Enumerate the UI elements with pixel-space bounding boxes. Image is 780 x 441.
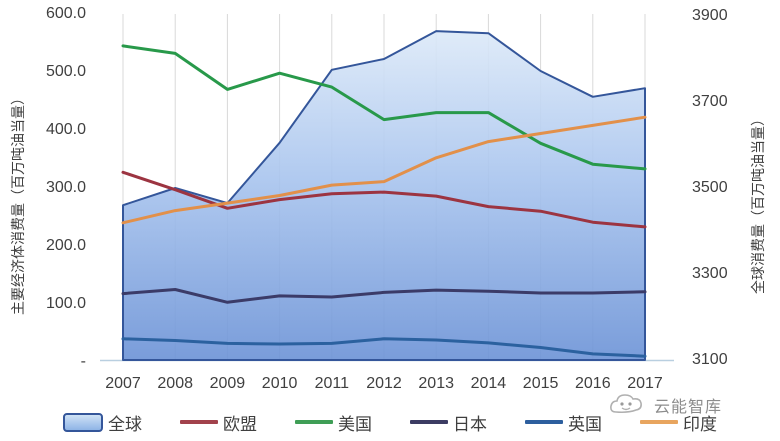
watermark: 云能智库 — [608, 390, 722, 420]
cloud-logo-icon — [610, 394, 642, 414]
legend-line-swatch — [640, 420, 678, 424]
left-axis-tick-label: 500.0 — [45, 63, 86, 80]
legend-item: 印度 — [640, 410, 717, 435]
line-series-eu — [121, 170, 647, 229]
legend-item: 欧盟 — [180, 410, 257, 435]
left-axis-tick-label: 200.0 — [45, 237, 86, 254]
left-axis-tick-label: 100.0 — [45, 295, 86, 312]
legend-line-swatch — [295, 420, 333, 424]
left-axis-tick-label: 400.0 — [45, 121, 86, 138]
legend-label: 美国 — [338, 414, 372, 434]
x-axis-label: 2008 — [157, 375, 193, 392]
x-axis-label: 2013 — [418, 375, 454, 392]
right-axis-tick-label: 3700 — [692, 93, 728, 110]
right-axis-tick-label: 3300 — [692, 265, 728, 282]
legend-line-swatch — [410, 420, 448, 424]
x-axis-label: 2012 — [366, 375, 402, 392]
legend-item: 全球 — [63, 410, 142, 435]
x-axis-label: 2017 — [627, 375, 663, 392]
area-series-global — [122, 30, 646, 361]
x-axis-label: 2010 — [261, 375, 298, 392]
line-series-india — [121, 115, 647, 225]
left-axis-title: 主要经济体消费量（百万吨油当量） — [10, 91, 26, 315]
legend-label: 欧盟 — [223, 414, 257, 434]
legend-item: 日本 — [410, 410, 487, 435]
x-axis-label: 2007 — [105, 375, 141, 392]
left-axis-tick-label: 300.0 — [45, 179, 86, 196]
legend-label: 印度 — [683, 414, 717, 434]
x-axis-label: 2011 — [314, 375, 349, 392]
line-series-japan — [121, 288, 647, 304]
chart-legend: 全球 欧盟 美国 日本 英国 印度 — [0, 406, 780, 438]
legend-label: 英国 — [568, 414, 602, 434]
data-series — [121, 30, 647, 361]
legend-line-swatch — [180, 420, 218, 424]
right-axis-tick-label: 3100 — [692, 351, 728, 368]
x-axis-label: 2015 — [522, 375, 559, 392]
line-series-uk — [121, 337, 647, 358]
legend-label: 全球 — [108, 414, 142, 434]
left-axis-tick-label: 600.0 — [45, 5, 86, 22]
x-axis-label: 2016 — [575, 375, 611, 392]
legend-line-swatch — [525, 420, 563, 424]
left-axis-tick-label: - — [80, 353, 86, 370]
right-axis-tick-label: 3900 — [692, 7, 728, 24]
legend-area-swatch — [63, 412, 103, 432]
x-axis-label: 2009 — [209, 375, 246, 392]
watermark-text: 云能智库 — [654, 399, 723, 416]
right-axis-tick-label: 3500 — [692, 179, 728, 196]
x-axis-label: 2014 — [470, 375, 507, 392]
legend-item: 美国 — [295, 410, 372, 435]
line-series-us — [121, 44, 647, 171]
legend-item: 英国 — [525, 410, 602, 435]
legend-label: 日本 — [453, 414, 487, 434]
